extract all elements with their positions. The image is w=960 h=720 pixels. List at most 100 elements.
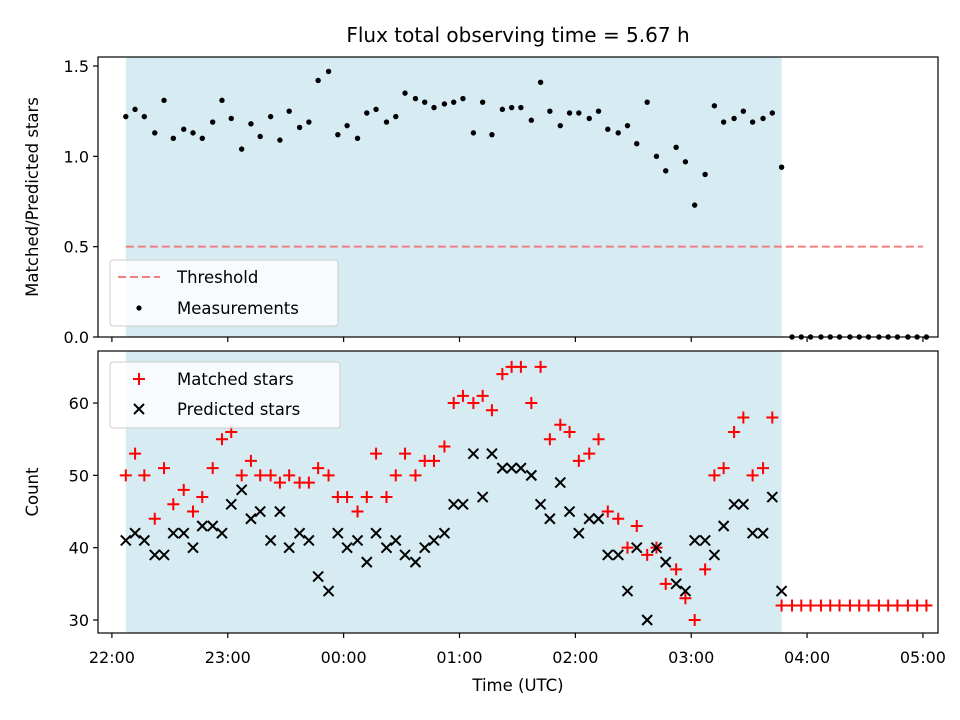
measurement-point [740,108,747,114]
bottom-y-ticks: 30 40 50 60 [69,394,98,630]
matched-star-point [563,425,576,438]
predicted-star-point [602,549,614,561]
measurement-point [528,117,535,123]
measurement-point [170,135,177,141]
x-tick-label: 01:00 [436,648,482,667]
y-tick-label: 60 [69,394,89,413]
predicted-star-point [235,484,248,496]
predicted-star-point [409,556,422,568]
predicted-star-point [554,476,566,489]
matched-star-point [543,433,556,446]
x-tick-label: 23:00 [205,648,251,667]
predicted-star-point [621,585,634,597]
predicted-star-point [457,498,469,510]
matched-star-point [728,425,741,438]
matched-legend-swatch [133,373,145,385]
measurement-point [615,130,621,136]
predicted-star-point [370,527,382,539]
predicted-star-point [245,513,257,525]
matched-star-point [302,476,315,489]
predicted-star-point [708,549,721,561]
matched-star-point [630,519,643,532]
matched-star-point [360,491,373,504]
predicted-star-point [746,527,759,539]
matched-star-point [119,469,132,482]
matched-star-point [351,505,364,518]
legend-threshold-label: Threshold [176,268,258,287]
predicted-star-point [717,520,730,532]
predicted-star-point [612,549,624,561]
measurement-point [335,131,341,138]
bottom-legend-box [109,361,341,429]
predicted-star-point [573,527,585,539]
matched-star-point [380,491,393,504]
matched-star-point [525,397,538,410]
y-tick-label: 1.5 [64,57,89,76]
matched-star-point [670,563,683,576]
predicted-star-point [158,549,170,561]
measurement-point [325,68,332,75]
predicted-star-point [283,541,295,554]
matched-star-point [601,505,614,518]
measurement-point [566,110,573,116]
measurement-point [673,144,679,151]
predicted-star-point [438,527,451,539]
matched-star-point [187,505,200,518]
predicted-star-point [167,527,180,539]
matched-star-point [534,360,547,373]
matched-star-point [206,462,219,475]
matched-star-point [177,483,190,496]
measurement-point [508,104,515,111]
measurement-point [383,119,390,125]
predicted-star-point [428,534,440,547]
matched-star-point [641,548,654,561]
measurement-point [238,146,245,152]
y-tick-label: 0.5 [64,238,89,257]
predicted-star-point [660,556,672,568]
predicted-star-point [641,614,653,626]
matched-star-point [804,599,817,612]
measurement-point [190,130,196,136]
measurement-point [296,124,303,131]
matched-star-point [428,454,440,467]
matched-star-point [264,469,277,482]
measurement-point [586,115,592,122]
matched-star-point [399,447,412,460]
measurement-point [152,130,158,136]
predicted-star-point [592,513,605,525]
measurement-point [123,113,129,120]
predicted-star-point [178,527,190,539]
matched-star-point [409,469,422,482]
matched-star-point [370,447,383,460]
predicted-star-point [129,527,141,539]
matched-star-point [572,454,585,467]
matched-star-point [158,462,171,475]
y-tick-label: 30 [69,611,89,630]
matched-star-point [312,462,325,475]
measurement-point [431,104,437,111]
predicted-star-point [149,549,161,561]
matched-star-point [766,411,779,424]
measurements-legend-swatch [136,305,142,311]
predicted-star-point [486,447,498,460]
legend-measurements-label: Measurements [177,299,299,318]
predicted-star-point [380,541,393,554]
measurement-point [132,106,138,113]
y-tick-label: 40 [69,539,89,558]
y-tick-label: 1.0 [64,147,89,166]
predicted-star-point [254,505,266,518]
matched-star-point [612,512,625,525]
matched-star-point [699,563,712,576]
bottom-legend: Matched stars Predicted stars [109,361,341,429]
legend-matched-label: Matched stars [177,370,294,389]
matched-star-point [476,389,489,402]
matched-star-point [688,613,701,626]
measurement-point [141,113,148,120]
matched-star-point [485,404,498,417]
measurement-point [644,99,650,105]
predicted-star-point [216,527,228,539]
predicted-star-point [766,491,779,503]
predicted-star-point [775,585,788,597]
measurement-point [634,141,640,147]
measurement-point [373,106,379,113]
